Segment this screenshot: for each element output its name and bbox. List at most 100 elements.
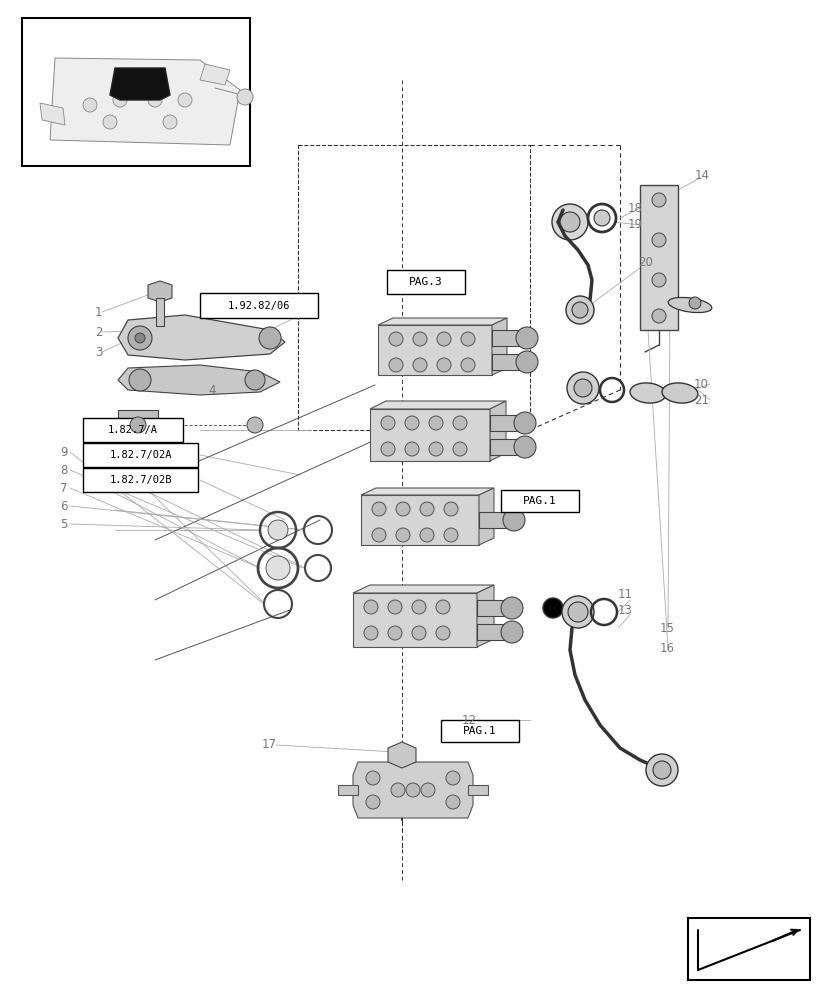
Circle shape xyxy=(420,783,434,797)
Circle shape xyxy=(461,332,475,346)
Circle shape xyxy=(112,93,127,107)
Circle shape xyxy=(412,626,425,640)
Text: 15: 15 xyxy=(659,621,674,635)
Text: 19: 19 xyxy=(627,219,643,232)
Circle shape xyxy=(371,502,385,516)
Circle shape xyxy=(405,783,419,797)
Circle shape xyxy=(366,771,380,785)
Circle shape xyxy=(443,502,457,516)
Bar xyxy=(83,418,183,442)
Text: 1.82.7/02A: 1.82.7/02A xyxy=(109,450,171,460)
Circle shape xyxy=(404,442,418,456)
Polygon shape xyxy=(490,401,505,461)
Text: 17: 17 xyxy=(261,738,277,752)
Circle shape xyxy=(559,212,579,232)
Circle shape xyxy=(388,626,402,640)
Circle shape xyxy=(452,442,466,456)
Circle shape xyxy=(163,115,177,129)
Circle shape xyxy=(566,296,593,324)
Polygon shape xyxy=(491,318,506,375)
Circle shape xyxy=(148,93,162,107)
Circle shape xyxy=(573,379,591,397)
Circle shape xyxy=(443,528,457,542)
Text: PAG.1: PAG.1 xyxy=(462,726,496,736)
Circle shape xyxy=(515,351,538,373)
Circle shape xyxy=(452,416,466,430)
Circle shape xyxy=(364,600,378,614)
Polygon shape xyxy=(40,103,65,125)
Circle shape xyxy=(567,602,587,622)
Polygon shape xyxy=(370,401,505,409)
Text: PAG.1: PAG.1 xyxy=(523,496,557,506)
Polygon shape xyxy=(352,762,472,818)
Circle shape xyxy=(653,761,670,779)
Polygon shape xyxy=(110,68,170,100)
Text: 11: 11 xyxy=(617,588,632,601)
Polygon shape xyxy=(476,585,494,647)
Bar xyxy=(639,185,677,330)
Circle shape xyxy=(688,297,700,309)
Text: 10: 10 xyxy=(693,377,708,390)
Text: 6: 6 xyxy=(60,499,68,512)
Circle shape xyxy=(543,598,562,618)
Polygon shape xyxy=(200,64,230,85)
Circle shape xyxy=(428,416,442,430)
Circle shape xyxy=(371,528,385,542)
Bar xyxy=(441,720,519,742)
Text: 16: 16 xyxy=(659,642,674,654)
Circle shape xyxy=(389,332,403,346)
Bar xyxy=(476,600,504,616)
Text: 4: 4 xyxy=(208,383,215,396)
Polygon shape xyxy=(118,315,284,360)
Circle shape xyxy=(395,502,409,516)
Circle shape xyxy=(259,327,280,349)
Bar xyxy=(155,298,164,326)
Bar xyxy=(687,918,809,980)
Bar xyxy=(22,18,250,166)
Circle shape xyxy=(380,416,394,430)
Circle shape xyxy=(404,416,418,430)
Polygon shape xyxy=(148,281,172,302)
Circle shape xyxy=(502,509,524,531)
Bar xyxy=(490,439,518,455)
Text: 1: 1 xyxy=(95,306,103,318)
Circle shape xyxy=(500,621,523,643)
Circle shape xyxy=(552,204,587,240)
Ellipse shape xyxy=(629,383,665,403)
Circle shape xyxy=(571,302,587,318)
Circle shape xyxy=(135,333,145,343)
Circle shape xyxy=(245,370,265,390)
Circle shape xyxy=(437,332,451,346)
Ellipse shape xyxy=(667,297,711,313)
Circle shape xyxy=(246,417,263,433)
Circle shape xyxy=(395,528,409,542)
Circle shape xyxy=(268,520,288,540)
Bar xyxy=(83,443,198,467)
Bar xyxy=(83,468,198,492)
Circle shape xyxy=(446,795,460,809)
Polygon shape xyxy=(361,488,494,495)
Text: 14: 14 xyxy=(694,169,709,182)
Polygon shape xyxy=(361,495,479,545)
Circle shape xyxy=(514,436,535,458)
Circle shape xyxy=(593,210,609,226)
Text: 21: 21 xyxy=(693,393,708,406)
Bar xyxy=(490,415,518,431)
Bar xyxy=(479,512,506,528)
Text: 13: 13 xyxy=(617,603,632,616)
Circle shape xyxy=(128,326,152,350)
Circle shape xyxy=(651,193,665,207)
Circle shape xyxy=(364,626,378,640)
Circle shape xyxy=(413,358,427,372)
Circle shape xyxy=(562,596,593,628)
Bar xyxy=(200,293,318,318)
Text: 1.92.82/06: 1.92.82/06 xyxy=(227,300,290,310)
Circle shape xyxy=(129,369,151,391)
Polygon shape xyxy=(467,785,487,795)
Text: 8: 8 xyxy=(60,464,67,477)
Circle shape xyxy=(500,597,523,619)
Circle shape xyxy=(651,233,665,247)
Text: 20: 20 xyxy=(638,255,652,268)
Bar xyxy=(118,410,158,440)
Text: 5: 5 xyxy=(60,518,67,530)
